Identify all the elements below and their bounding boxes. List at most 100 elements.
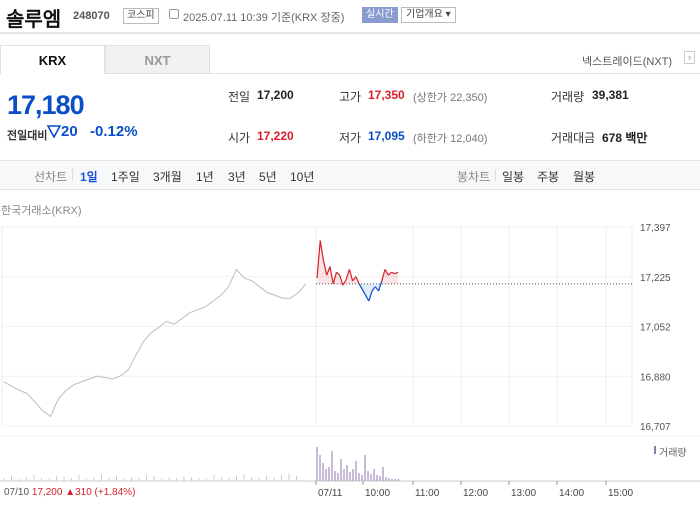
period-1y[interactable]: 1년 (196, 170, 214, 184)
timestamp: 2025.07.11 10:39 기준(KRX 장중) (183, 12, 345, 24)
low-value: 17,095 (368, 129, 405, 143)
price-change-pct: -0.12% (90, 123, 138, 140)
prev-day-change: ▲310 (+1.84%) (65, 487, 136, 498)
stock-name: 솔루엠 (6, 9, 62, 31)
period-10y[interactable]: 10년 (290, 170, 315, 184)
y-tick-label: 16,707 (640, 422, 671, 433)
today-area (391, 272, 395, 284)
today-line-segment (358, 283, 363, 290)
period-bar (0, 160, 700, 190)
today-line-segment (322, 260, 328, 276)
exchange-label: 한국거래소(KRX) (1, 205, 82, 217)
chevron-right-icon[interactable]: › (684, 51, 695, 64)
open-label: 시가 (228, 131, 251, 145)
today-line-segment (345, 269, 350, 280)
lower-limit: (하한가 12,040) (413, 133, 488, 145)
today-line-segment (355, 276, 360, 285)
prev-day-price: 17,200 (31, 487, 63, 498)
volume-legend: 거래량 (659, 448, 687, 459)
divider (72, 169, 73, 181)
y-tick-label: 17,052 (640, 323, 671, 334)
period-1w[interactable]: 1주일 (111, 170, 140, 184)
x-tick-label: 12:00 (463, 488, 488, 499)
line-chart-label: 선차트 (34, 170, 68, 184)
period-daily[interactable]: 일봉 (502, 170, 525, 184)
today-line-segment (319, 240, 325, 261)
volume-legend-marker (654, 446, 656, 454)
period-1d[interactable]: 1일 (80, 170, 98, 184)
today-line-segment (332, 272, 338, 284)
today-line-segment (348, 269, 354, 282)
today-line-segment (339, 274, 344, 286)
chevron-down-icon: ▾ (442, 9, 451, 20)
volume-value: 39,381 (592, 88, 629, 102)
company-overview-button[interactable]: 기업개요 ▾ (401, 7, 456, 23)
x-tick-label: 10:00 (365, 488, 390, 499)
today-line-segment (391, 271, 396, 275)
high-label: 고가 (339, 90, 362, 104)
x-tick-label: 14:00 (559, 488, 584, 499)
today-line-segment (384, 269, 389, 276)
today-area (385, 269, 389, 284)
period-5y[interactable]: 5년 (259, 170, 277, 184)
today-line-segment (342, 279, 347, 286)
candle-chart-label: 봉차트 (457, 170, 491, 184)
prev-close-label: 전일 (228, 90, 251, 104)
today-area (362, 283, 366, 296)
today-area (394, 272, 398, 284)
prev-day-info: 07/10 17,200 ▲310 (+1.84%) (4, 487, 135, 498)
market-badge: 코스피 (123, 8, 159, 24)
today-line-segment (316, 240, 321, 279)
today-line-segment (329, 266, 334, 284)
today-line-segment (377, 280, 383, 292)
upper-limit: (상한가 22,350) (413, 92, 488, 104)
prev-close-value: 17,200 (257, 88, 294, 102)
today-line-segment (326, 266, 331, 276)
today-line-segment (361, 289, 367, 296)
header-bar (0, 0, 700, 34)
open-value: 17,220 (257, 129, 294, 143)
tab-nxt[interactable]: NXT (105, 45, 210, 74)
x-tick-label: 11:00 (415, 488, 440, 499)
today-line-segment (365, 295, 370, 302)
nxt-link[interactable]: 넥스트레이드(NXT) (582, 56, 673, 68)
period-monthly[interactable]: 월봉 (573, 170, 596, 184)
clock-icon (169, 9, 179, 19)
x-tick-label: 07/11 (318, 488, 343, 499)
high-value: 17,350 (368, 88, 405, 102)
today-line-segment (387, 271, 392, 276)
down-triangle-icon (47, 125, 61, 138)
amount-value: 678 백만 (602, 131, 648, 145)
realtime-button[interactable]: 실시간 (362, 7, 398, 23)
today-line-segment (352, 276, 357, 282)
divider (495, 169, 496, 181)
period-3m[interactable]: 3개월 (153, 170, 182, 184)
period-weekly[interactable]: 주봉 (537, 170, 560, 184)
previous-day-line (3, 268, 307, 418)
today-line-segment (374, 286, 380, 292)
today-line-segment (371, 286, 376, 292)
tab-divider (210, 73, 700, 74)
today-area (326, 266, 330, 284)
low-label: 저가 (339, 131, 362, 145)
tab-krx[interactable]: KRX (0, 45, 105, 74)
y-tick-label: 17,397 (640, 223, 671, 234)
current-price: 17,180 (7, 90, 85, 120)
volume-label: 거래량 (551, 90, 585, 104)
y-tick-label: 16,880 (640, 372, 671, 383)
period-3y[interactable]: 3년 (228, 170, 246, 184)
price-chart[interactable]: 17,397 17,225 17,052 16,880 16,707 07/11 10:00… (0, 215, 700, 515)
y-tick-label: 17,225 (640, 273, 671, 284)
x-tick-label: 13:00 (511, 488, 536, 499)
x-tick-label: 15:00 (608, 488, 633, 499)
company-overview-label: 기업개요 (406, 9, 443, 20)
price-change: 20 (61, 123, 78, 140)
today-area (365, 283, 369, 302)
today-line-segment (394, 271, 399, 275)
stock-code: 248070 (73, 10, 110, 22)
prev-day-date: 07/10 (4, 487, 30, 498)
today-line-segment (336, 271, 341, 276)
amount-label: 거래대금 (551, 131, 596, 145)
today-line-segment (368, 290, 373, 302)
today-area (320, 240, 324, 284)
